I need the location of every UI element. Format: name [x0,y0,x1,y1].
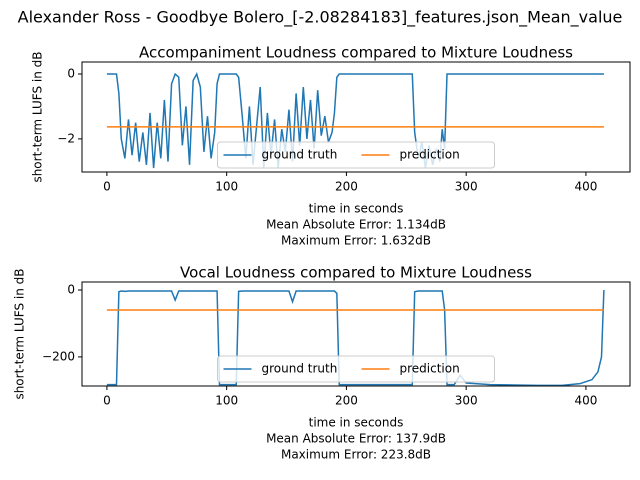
chart-title: Accompaniment Loudness compared to Mixtu… [139,44,573,62]
annotation: Maximum Error: 1.632dB [281,234,431,248]
x-tick-label: 300 [455,180,478,194]
x-tick-label: 200 [335,180,358,194]
y-tick-label: −200 [42,349,75,363]
x-tick-label: 100 [215,180,238,194]
legend-box [217,141,495,169]
legend-label: ground truth [262,362,338,376]
y-axis-label: short-term LUFS in dB [31,51,45,182]
figure-title: Alexander Ross - Goodbye Bolero_[-2.0828… [18,8,623,28]
y-tick-label: 0 [67,283,75,297]
annotation: Mean Absolute Error: 1.134dB [266,218,446,232]
legend-label: prediction [400,362,460,376]
y-axis-label: short-term LUFS in dB [13,268,27,399]
axes-frame [81,281,631,387]
axes-frame [81,61,631,173]
x-tick-label: 0 [103,180,111,194]
annotation: Maximum Error: 223.8dB [281,448,431,462]
annotation: Mean Absolute Error: 137.9dB [266,432,446,446]
data-line [106,290,605,387]
y-tick-label: −2 [57,131,75,145]
legend-label: prediction [400,148,460,162]
x-tick-label: 400 [574,180,597,194]
y-tick-label: 0 [67,67,75,81]
x-axis-label: time in seconds [309,416,404,430]
x-tick-label: 400 [574,394,597,408]
x-tick-label: 300 [455,394,478,408]
legend-box [217,355,495,383]
legend-label: ground truth [262,148,338,162]
x-tick-label: 0 [103,394,111,408]
x-tick-label: 200 [335,394,358,408]
x-axis-label: time in seconds [309,202,404,216]
x-tick-label: 100 [215,394,238,408]
chart-title: Vocal Loudness compared to Mixture Loudn… [180,264,532,282]
